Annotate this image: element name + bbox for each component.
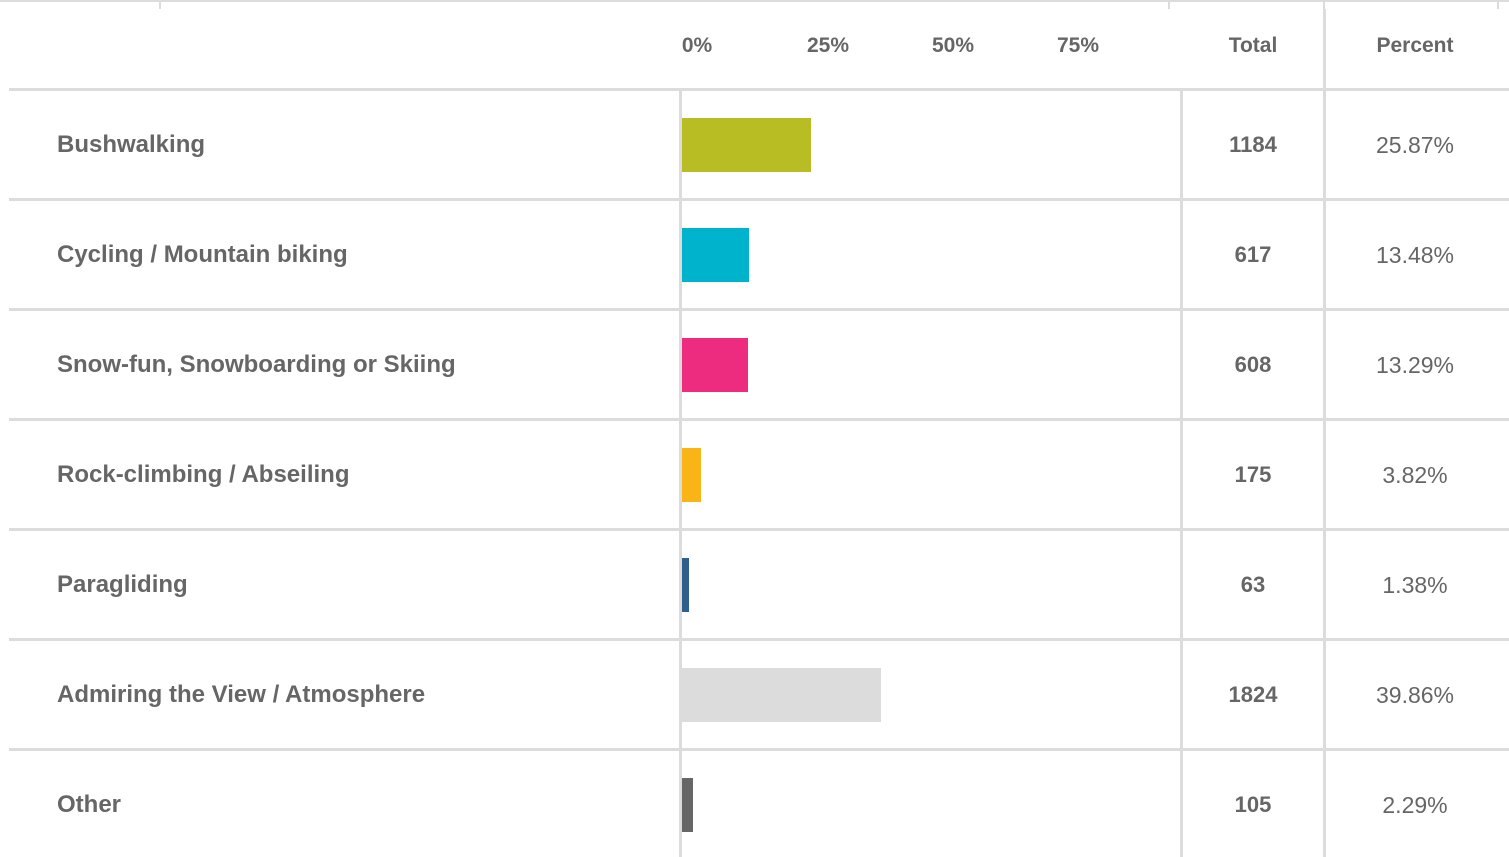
top-tick-mark [1497,0,1499,9]
row-total: 105 [1234,792,1272,817]
bar-snow-fun [682,338,748,392]
percent-column-header: Percent [1376,34,1454,57]
total-column-header: Total [1228,34,1278,57]
bar-cycling-mountain-biking [682,228,749,282]
row-percent: 25.87% [1375,132,1454,158]
bar-admiring-view [680,668,881,722]
row-percent: 13.48% [1375,242,1454,268]
x-tick-label-0: 0% [681,34,713,57]
row-divider [9,418,1509,421]
row-label: Other [57,791,122,818]
column-divider [1323,9,1326,857]
column-divider [1180,90,1183,857]
row-label: Snow-fun, Snowboarding or Skiing [57,351,456,378]
row-percent: 2.29% [1382,792,1448,818]
row-label: Admiring the View / Atmosphere [57,681,426,708]
row-divider [9,308,1509,311]
row-divider [9,638,1509,641]
row-divider [9,528,1509,531]
row-percent: 39.86% [1375,682,1454,708]
row-label: Bushwalking [57,131,206,158]
row-total: 1824 [1228,682,1278,707]
row-percent: 13.29% [1375,352,1454,378]
x-tick-label-25: 25% [806,34,850,57]
row-label: Rock-climbing / Abseiling [57,461,350,488]
row-total: 1184 [1229,132,1277,157]
row-total: 63 [1240,572,1266,597]
bar-rock-climbing [682,448,701,502]
bar-other [682,778,693,832]
row-total: 608 [1234,352,1272,377]
bar-bushwalking [682,118,811,172]
top-tick-mark [1323,0,1325,9]
top-tick-mark [1168,0,1170,9]
x-tick-label-75: 75% [1056,34,1100,57]
bar-axis-line [679,90,682,857]
bar-paragliding [682,558,689,612]
row-divider [9,88,1509,91]
x-tick-label-50: 50% [931,34,975,57]
top-tick-mark [159,0,161,9]
row-label: Paragliding [57,571,188,598]
row-label: Cycling / Mountain biking [57,241,348,268]
row-total: 175 [1234,462,1272,487]
row-percent: 3.82% [1382,462,1448,488]
row-total: 617 [1234,242,1272,267]
row-percent: 1.38% [1382,572,1448,598]
row-divider [9,198,1509,201]
top-border [0,0,1509,2]
row-divider [9,748,1509,751]
